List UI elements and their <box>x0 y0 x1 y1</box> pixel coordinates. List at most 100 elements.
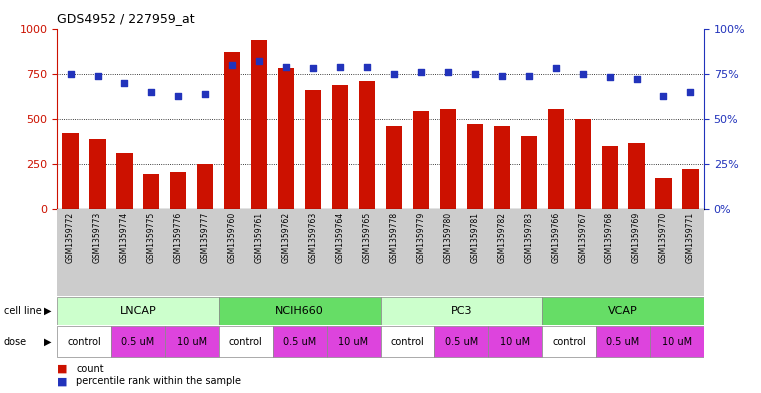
Bar <box>596 326 650 357</box>
Text: GSM1359764: GSM1359764 <box>336 212 345 263</box>
Text: GSM1359780: GSM1359780 <box>444 212 452 263</box>
Text: LNCAP: LNCAP <box>119 306 156 316</box>
Bar <box>683 169 699 209</box>
Bar <box>278 68 295 209</box>
Bar <box>197 164 213 209</box>
Point <box>523 73 535 79</box>
Point <box>469 71 481 77</box>
Text: PC3: PC3 <box>451 306 472 316</box>
Bar <box>494 126 510 209</box>
Point <box>226 62 238 68</box>
Text: 10 uM: 10 uM <box>500 336 530 347</box>
Bar <box>359 81 375 209</box>
Text: GSM1359770: GSM1359770 <box>659 212 668 263</box>
Text: GSM1359779: GSM1359779 <box>416 212 425 263</box>
Text: 10 uM: 10 uM <box>339 336 368 347</box>
Text: GSM1359763: GSM1359763 <box>309 212 317 263</box>
Text: GSM1359760: GSM1359760 <box>228 212 237 263</box>
Point <box>91 73 103 79</box>
Bar <box>219 326 272 357</box>
Point <box>361 64 373 70</box>
Bar <box>272 326 326 357</box>
Point <box>442 69 454 75</box>
Text: 0.5 uM: 0.5 uM <box>121 336 154 347</box>
Bar <box>466 123 483 209</box>
Text: ▶: ▶ <box>44 306 52 316</box>
Text: GSM1359783: GSM1359783 <box>524 212 533 263</box>
Point <box>199 91 212 97</box>
Bar <box>543 296 704 325</box>
Text: GSM1359778: GSM1359778 <box>390 212 399 263</box>
Bar <box>224 52 240 209</box>
Bar <box>380 296 542 325</box>
Point <box>65 71 77 77</box>
Text: GSM1359762: GSM1359762 <box>282 212 291 263</box>
Bar <box>575 119 591 209</box>
Point <box>495 73 508 79</box>
Point <box>280 64 292 70</box>
Point <box>577 71 589 77</box>
Point <box>630 76 642 83</box>
Text: 0.5 uM: 0.5 uM <box>607 336 640 347</box>
Bar <box>543 326 596 357</box>
Text: GSM1359761: GSM1359761 <box>255 212 264 263</box>
Point <box>172 92 184 99</box>
Text: GSM1359775: GSM1359775 <box>147 212 156 263</box>
Text: NCIH660: NCIH660 <box>275 306 324 316</box>
Bar <box>650 326 704 357</box>
Text: control: control <box>229 336 263 347</box>
Text: ▶: ▶ <box>44 336 52 347</box>
Point <box>334 64 346 70</box>
Bar <box>601 146 618 209</box>
Point <box>603 74 616 81</box>
Text: GSM1359776: GSM1359776 <box>174 212 183 263</box>
Text: GSM1359772: GSM1359772 <box>66 212 75 263</box>
Bar <box>440 109 456 209</box>
Bar <box>116 152 132 209</box>
Text: GSM1359782: GSM1359782 <box>497 212 506 263</box>
Point <box>145 89 158 95</box>
Bar <box>143 174 160 209</box>
Text: GSM1359781: GSM1359781 <box>470 212 479 263</box>
Text: control: control <box>552 336 586 347</box>
Bar <box>489 326 542 357</box>
Bar <box>165 326 219 357</box>
Text: GSM1359765: GSM1359765 <box>362 212 371 263</box>
Text: count: count <box>76 364 103 374</box>
Text: ■: ■ <box>57 364 68 374</box>
Text: GSM1359766: GSM1359766 <box>551 212 560 263</box>
Bar <box>219 296 380 325</box>
Point <box>307 65 319 72</box>
Text: 0.5 uM: 0.5 uM <box>444 336 478 347</box>
Bar <box>386 126 402 209</box>
Text: ■: ■ <box>57 376 68 386</box>
Point <box>549 65 562 72</box>
Text: GSM1359774: GSM1359774 <box>120 212 129 263</box>
Bar <box>412 111 429 209</box>
Text: GSM1359768: GSM1359768 <box>605 212 614 263</box>
Bar <box>521 136 537 209</box>
Point <box>658 92 670 99</box>
Text: 10 uM: 10 uM <box>177 336 207 347</box>
Text: GSM1359777: GSM1359777 <box>201 212 210 263</box>
Point <box>253 58 266 64</box>
Text: cell line: cell line <box>4 306 42 316</box>
Text: control: control <box>67 336 101 347</box>
Text: GSM1359769: GSM1359769 <box>632 212 641 263</box>
Point <box>388 71 400 77</box>
Text: 10 uM: 10 uM <box>662 336 692 347</box>
Text: GSM1359773: GSM1359773 <box>93 212 102 263</box>
Bar <box>62 132 78 209</box>
Bar <box>90 139 106 209</box>
Text: GSM1359771: GSM1359771 <box>686 212 695 263</box>
Bar <box>435 326 489 357</box>
Bar <box>170 173 186 209</box>
Bar <box>251 40 267 209</box>
Bar <box>380 326 435 357</box>
Text: VCAP: VCAP <box>608 306 638 316</box>
Text: dose: dose <box>4 336 27 347</box>
Text: 0.5 uM: 0.5 uM <box>283 336 317 347</box>
Bar <box>57 296 219 325</box>
Text: control: control <box>390 336 425 347</box>
Point <box>415 69 427 75</box>
